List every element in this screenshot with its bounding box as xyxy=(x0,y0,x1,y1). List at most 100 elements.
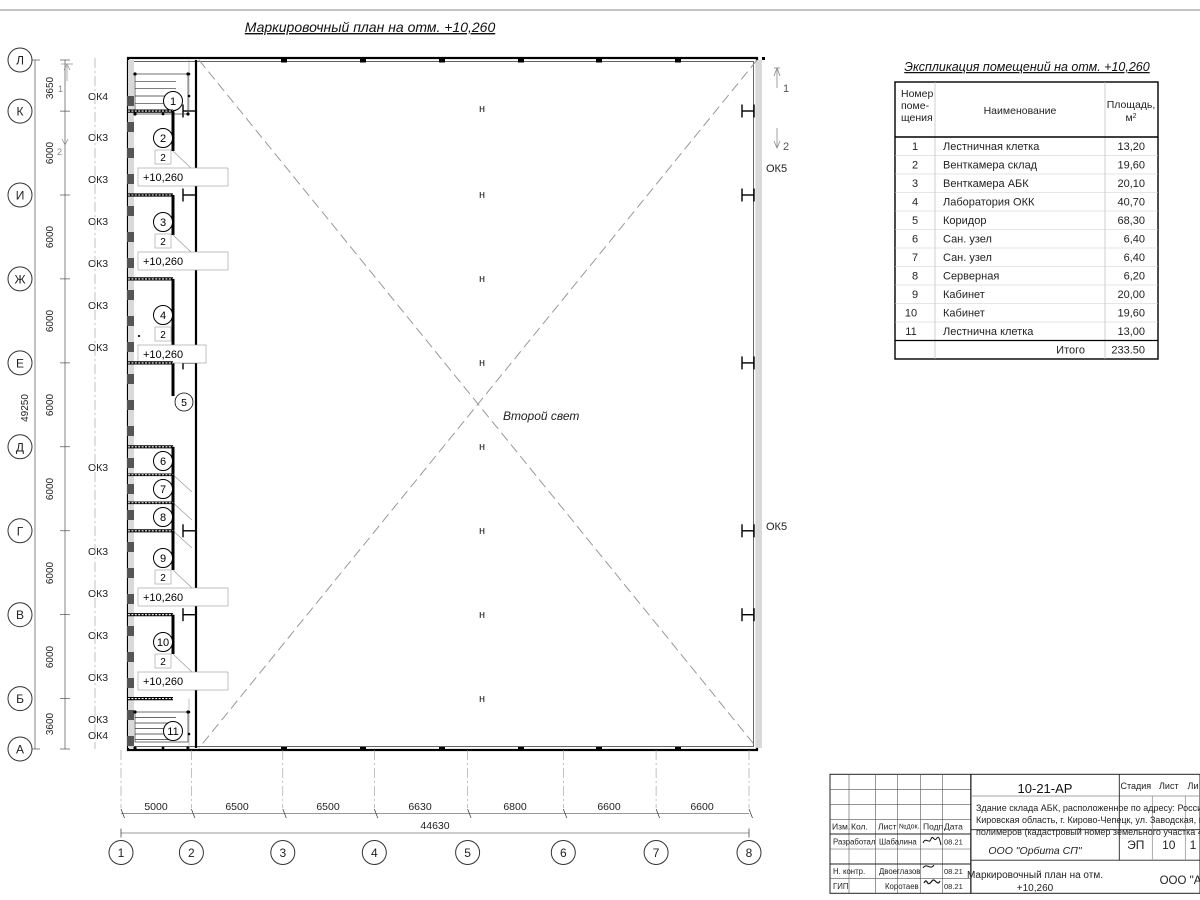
svg-text:Лист: Лист xyxy=(878,822,897,832)
svg-text:6: 6 xyxy=(560,846,567,860)
svg-text:Двоеглазов: Двоеглазов xyxy=(879,867,920,876)
svg-text:Площадь,: Площадь, xyxy=(1107,99,1156,111)
svg-text:н: н xyxy=(479,357,485,369)
svg-text:Коридор: Коридор xyxy=(943,215,986,227)
svg-text:5: 5 xyxy=(181,397,187,409)
svg-text:2: 2 xyxy=(160,153,166,164)
svg-text:н: н xyxy=(479,103,485,115)
svg-text:Кол.: Кол. xyxy=(851,822,868,832)
svg-text:6,40: 6,40 xyxy=(1124,234,1145,246)
svg-text:6000: 6000 xyxy=(45,225,56,248)
svg-text:В: В xyxy=(16,608,24,622)
svg-text:Серверная: Серверная xyxy=(943,271,999,283)
svg-text:13,20: 13,20 xyxy=(1117,141,1145,153)
svg-text:ОК3: ОК3 xyxy=(88,630,108,642)
svg-text:9: 9 xyxy=(160,553,166,565)
svg-text:Кабинет: Кабинет xyxy=(943,308,985,320)
svg-text:Номер: Номер xyxy=(901,88,933,100)
svg-text:н: н xyxy=(479,693,485,705)
svg-text:Г: Г xyxy=(17,524,24,538)
svg-text:8: 8 xyxy=(912,271,918,283)
svg-text:Лаборатория ОКК: Лаборатория ОКК xyxy=(943,197,1035,209)
svg-text:ОК3: ОК3 xyxy=(88,174,108,186)
svg-text:Итого: Итого xyxy=(1056,345,1085,357)
svg-text:н: н xyxy=(479,525,485,537)
svg-text:8: 8 xyxy=(160,512,166,524)
svg-text:9: 9 xyxy=(912,289,918,301)
svg-text:2: 2 xyxy=(783,141,789,153)
svg-text:3650: 3650 xyxy=(45,76,56,99)
svg-text:щения: щения xyxy=(901,112,933,124)
svg-text:6: 6 xyxy=(912,234,918,246)
svg-text:6000: 6000 xyxy=(45,309,56,332)
svg-text:ОК3: ОК3 xyxy=(88,588,108,600)
svg-text:ОК4: ОК4 xyxy=(88,730,108,742)
svg-text:ОК3: ОК3 xyxy=(88,258,108,270)
svg-text:№док.: №док. xyxy=(899,824,920,831)
svg-text:ОК5: ОК5 xyxy=(766,163,787,175)
svg-text:7: 7 xyxy=(160,484,166,496)
svg-text:3: 3 xyxy=(279,846,286,860)
svg-text:Венткамера склад: Венткамера склад xyxy=(943,160,1038,172)
svg-text:Лист: Лист xyxy=(1159,781,1179,791)
svg-text:Экспликация помещений на отм.: Экспликация помещений на отм. +10,260 xyxy=(904,60,1149,74)
svg-text:Разработал: Разработал xyxy=(833,838,876,847)
svg-text:49250: 49250 xyxy=(20,394,31,422)
svg-text:6,40: 6,40 xyxy=(1124,252,1145,264)
svg-text:08.21: 08.21 xyxy=(944,867,963,876)
svg-text:+10,260: +10,260 xyxy=(143,256,183,268)
svg-text:1: 1 xyxy=(170,96,176,108)
svg-text:10-21-АР: 10-21-АР xyxy=(1018,781,1073,796)
svg-text:19,60: 19,60 xyxy=(1117,308,1145,320)
svg-text:2: 2 xyxy=(188,846,195,860)
svg-text:6: 6 xyxy=(160,456,166,468)
svg-text:Лестничная клетка: Лестничная клетка xyxy=(943,141,1040,153)
svg-text:Б: Б xyxy=(16,692,24,706)
svg-text:6,20: 6,20 xyxy=(1124,271,1145,283)
svg-text:4: 4 xyxy=(160,310,166,322)
svg-text:ОК3: ОК3 xyxy=(88,546,108,558)
svg-text:6000: 6000 xyxy=(45,645,56,668)
svg-text:2: 2 xyxy=(160,657,166,668)
svg-text:2: 2 xyxy=(57,147,62,157)
svg-text:Кабинет: Кабинет xyxy=(943,289,985,301)
svg-text:+10,260: +10,260 xyxy=(1017,883,1054,894)
svg-text:+10,260: +10,260 xyxy=(143,592,183,604)
svg-text:20,10: 20,10 xyxy=(1117,178,1145,190)
svg-text:Ли: Ли xyxy=(1188,781,1199,791)
svg-text:8: 8 xyxy=(746,846,753,860)
svg-text:4: 4 xyxy=(371,846,378,860)
svg-text:3: 3 xyxy=(912,178,918,190)
svg-text:Венткамера АБК: Венткамера АБК xyxy=(943,178,1029,190)
svg-text:2: 2 xyxy=(160,133,166,145)
svg-text:м2: м2 xyxy=(1125,112,1136,124)
svg-text:+10,260: +10,260 xyxy=(143,172,183,184)
svg-text:ОК5: ОК5 xyxy=(766,521,787,533)
svg-text:5: 5 xyxy=(912,215,918,227)
svg-text:6630: 6630 xyxy=(408,801,432,813)
svg-text:Второй свет: Второй свет xyxy=(503,409,579,423)
svg-text:полимеров (кадастровый номер з: полимеров (кадастровый номер земельного … xyxy=(976,827,1200,837)
svg-text:Стадия: Стадия xyxy=(1120,781,1151,791)
svg-text:1: 1 xyxy=(58,84,63,94)
svg-text:ОК3: ОК3 xyxy=(88,216,108,228)
svg-text:19,60: 19,60 xyxy=(1117,160,1145,172)
svg-text:20,00: 20,00 xyxy=(1117,289,1145,301)
svg-text:6800: 6800 xyxy=(503,801,527,813)
svg-text:Коротаев: Коротаев xyxy=(885,882,919,891)
svg-text:Д: Д xyxy=(16,440,24,454)
svg-text:6000: 6000 xyxy=(45,561,56,584)
svg-text:ОК3: ОК3 xyxy=(88,132,108,144)
svg-text:Наименование: Наименование xyxy=(984,105,1057,117)
svg-text:68,30: 68,30 xyxy=(1117,215,1145,227)
svg-text:40,70: 40,70 xyxy=(1117,197,1145,209)
svg-text:ОК3: ОК3 xyxy=(88,342,108,354)
svg-text:3: 3 xyxy=(160,217,166,229)
svg-text:2: 2 xyxy=(912,160,918,172)
svg-text:6500: 6500 xyxy=(316,801,340,813)
svg-text:Кировская область, г. Кирово-Ч: Кировская область, г. Кирово-Чепецк, ул.… xyxy=(976,815,1200,825)
svg-text:ООО "Альянс: ООО "Альянс xyxy=(1160,875,1200,887)
svg-text:Сан. узел: Сан. узел xyxy=(943,252,992,264)
svg-text:6000: 6000 xyxy=(45,141,56,164)
svg-text:1: 1 xyxy=(912,141,918,153)
